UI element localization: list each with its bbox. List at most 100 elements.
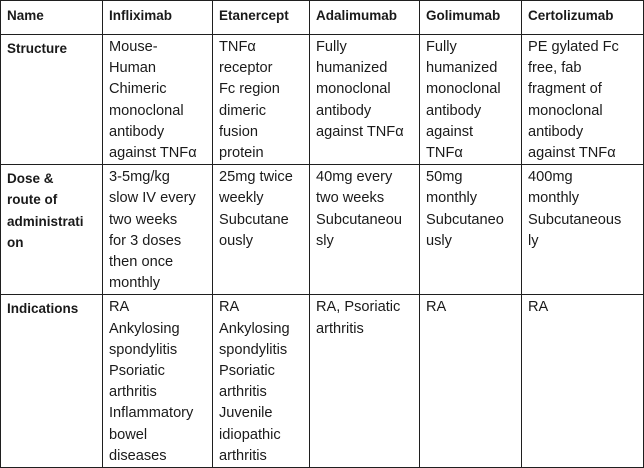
cell-line: against TNFα — [316, 123, 404, 140]
row-label-structure: Structure — [0, 33, 103, 166]
cell-line: then once — [109, 254, 174, 271]
cell-line: Subcutaneou — [316, 211, 403, 228]
dose-certolizumab-cell: 400mg monthly Subcutaneous ly — [521, 164, 644, 296]
cell-line: humanized — [316, 60, 388, 77]
structure-etanercept-cell: TNFα receptor Fc region dimeric fusion protei… — [212, 33, 310, 166]
cell-line: antibody — [528, 123, 584, 140]
cell-line: two weeks — [109, 211, 178, 228]
cell-line: usly — [426, 232, 452, 249]
dose-row: Dose & route of administrati on 3-5mg/kg slo… — [0, 164, 644, 296]
dose-golimumab-cell: 50mg monthly Subcutaneo usly — [419, 164, 522, 296]
cell-line: ly — [528, 232, 539, 249]
cell-line: Subcutane — [219, 211, 289, 228]
header-golimumab: Golimumab — [419, 0, 522, 35]
cell-line: Inflammatory — [109, 405, 194, 422]
cell-line: for 3 doses — [109, 232, 182, 249]
row-label-dose: Dose & route of administrati on — [0, 164, 103, 296]
indications-etanercept-cell: RA Ankylosing spondylitis Psoriatic arthriti… — [212, 294, 310, 468]
cell-line: 3-5mg/kg — [109, 169, 170, 186]
cell-line: fusion — [219, 123, 258, 140]
indications-row: Indications RA Ankylosing spondylitis Psori… — [0, 294, 644, 468]
cell-line: fragment of — [528, 81, 602, 98]
header-name: Name — [0, 0, 103, 35]
cell-line: RA — [426, 299, 447, 316]
cell-line: arthritis — [219, 447, 267, 464]
structure-golimumab-cell: Fully humanized monoclonal antibody against T… — [419, 33, 522, 166]
structure-certolizumab-cell: PE gylated Fc free, fab fragment of monoclo… — [521, 33, 644, 166]
cell-line: Juvenile — [219, 405, 273, 422]
dose-etanercept-cell: 25mg twice weekly Subcutane ously — [212, 164, 310, 296]
cell-line: bowel — [109, 426, 148, 443]
cell-line: PE gylated Fc — [528, 39, 619, 55]
cell-line: against — [426, 123, 474, 140]
cell-line: sly — [316, 232, 334, 249]
cell-line: Indications — [7, 301, 79, 317]
cell-line: monoclonal — [426, 81, 501, 98]
cell-line: Psoriatic — [109, 363, 165, 380]
row-label-indications: Indications — [0, 294, 103, 468]
cell-line: Mouse- — [109, 39, 158, 55]
cell-line: monthly — [109, 275, 161, 292]
cell-line: Human — [109, 60, 157, 77]
cell-line: slow IV every — [109, 190, 196, 207]
cell-line: Fc region — [219, 81, 280, 98]
structure-row: Structure Mouse- Human Chimeric monoclonal a… — [0, 33, 644, 166]
header-row: Name Infliximab Etanercept Adalimumab Go… — [0, 0, 644, 35]
cell-line: Dose & — [7, 171, 54, 187]
cell-line: Psoriatic — [219, 363, 275, 380]
cell-line: 25mg twice — [219, 169, 293, 186]
header-certolizumab: Certolizumab — [521, 0, 644, 35]
cell-line: on — [7, 234, 24, 250]
cell-line: arthritis — [316, 320, 364, 337]
cell-line: TNFα — [219, 39, 256, 55]
header-infliximab: Infliximab — [102, 0, 213, 35]
cell-line: TNFα — [426, 145, 463, 162]
cell-line: RA — [109, 299, 130, 316]
cell-line: ously — [219, 232, 254, 249]
cell-line: 400mg — [528, 169, 573, 186]
cell-line: free, fab — [528, 60, 582, 77]
indications-golimumab-cell: RA — [419, 294, 522, 468]
cell-line: administrati — [7, 213, 84, 229]
cell-line: against TNFα — [528, 145, 616, 162]
cell-line: idiopathic — [219, 426, 281, 443]
cell-line: against TNFα — [109, 145, 197, 162]
cell-line: two weeks — [316, 190, 385, 207]
cell-line: Ankylosing — [219, 320, 290, 337]
cell-line: route of — [7, 192, 58, 208]
header-etanercept: Etanercept — [212, 0, 310, 35]
cell-line: 40mg every — [316, 169, 393, 186]
cell-line: protein — [219, 145, 264, 162]
dose-adalimumab-cell: 40mg every two weeks Subcutaneou sly — [309, 164, 420, 296]
cell-line: monoclonal — [316, 81, 391, 98]
cell-line: Structure — [7, 41, 68, 56]
cell-line: Fully — [316, 39, 347, 55]
cell-line: antibody — [109, 123, 165, 140]
cell-line: Chimeric — [109, 81, 167, 98]
cell-line: spondylitis — [109, 341, 178, 358]
indications-certolizumab-cell: RA — [521, 294, 644, 468]
cell-line: Fully — [426, 39, 457, 55]
cell-line: Ankylosing — [109, 320, 180, 337]
cell-line: diseases — [109, 447, 167, 464]
cell-line: 50mg — [426, 169, 463, 186]
cell-line: Subcutaneous — [528, 211, 622, 228]
cell-line: spondylitis — [219, 341, 288, 358]
dose-infliximab-cell: 3-5mg/kg slow IV every two weeks for 3 dose… — [102, 164, 213, 296]
cell-line: RA — [219, 299, 240, 316]
cell-line: RA — [528, 299, 549, 316]
indications-infliximab-cell: RA Ankylosing spondylitis Psoriatic arthriti… — [102, 294, 213, 468]
indications-adalimumab-cell: RA, Psoriatic arthritis — [309, 294, 420, 468]
cell-line: RA, Psoriatic — [316, 299, 401, 316]
cell-line: monoclonal — [109, 102, 184, 119]
cell-line: dimeric — [219, 102, 267, 119]
cell-line: humanized — [426, 60, 498, 77]
cell-line: weekly — [219, 190, 264, 207]
cell-line: antibody — [316, 102, 372, 119]
cell-line: monthly — [528, 190, 580, 207]
structure-adalimumab-cell: Fully humanized monoclonal antibody against … — [309, 33, 420, 166]
cell-line: antibody — [426, 102, 482, 119]
cell-line: arthritis — [109, 384, 157, 401]
structure-infliximab-cell: Mouse- Human Chimeric monoclonal antibody aga… — [102, 33, 213, 166]
